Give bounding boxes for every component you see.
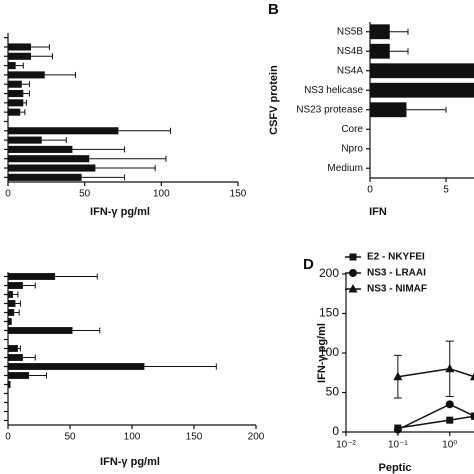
marker [445,400,454,409]
marker [349,253,357,261]
bar [8,363,145,370]
x-tick-label: 10⁻² [336,440,356,451]
x-tick-label: 10⁻¹ [388,440,408,451]
panel-title: D [303,256,314,273]
x-tick-label: 10⁰ [442,440,457,451]
x-tick-label: 0 [367,185,373,196]
y-tick-label: 200 [319,266,339,280]
bar [8,282,23,289]
series-line [397,368,474,378]
y-tick-label: NS23 protease [296,104,363,115]
x-tick-label: 5 [443,185,449,196]
bar [8,136,42,144]
x-tick-label: 0 [5,432,11,443]
marker [348,284,358,293]
x-tick-label: 150 [186,432,203,443]
y-axis-label: IFN-γ pg/ml [316,323,328,383]
bar [8,318,12,325]
bar [8,108,21,116]
bar [8,327,73,334]
bar [8,71,45,79]
marker [445,363,455,373]
bar [8,62,16,70]
y-tick-label: 0 [332,424,339,438]
bar [8,164,96,172]
x-axis-label: Peptic [378,462,411,474]
x-axis-label: IFN-γ pg/ml [100,456,160,468]
bar [370,24,390,40]
x-axis-label: IFN [369,206,387,218]
bar [8,372,30,379]
legend-label: E2 - NKYFEI [367,252,425,263]
bar [8,145,73,153]
y-tick-label: NS3 helicase [304,85,363,96]
x-tick-label: 100 [153,189,170,200]
y-tick-label: 50 [326,385,340,399]
y-tick-label: 150 [319,306,339,320]
x-tick-label: 200 [248,432,265,443]
bar [370,43,390,59]
panel-title: B [268,1,279,18]
bar [8,80,22,88]
marker [393,425,402,434]
bar [8,43,31,51]
legend-label: NS3 - NIMAF [367,284,427,295]
series-line [397,415,474,429]
bar [8,99,24,107]
y-tick-label: NS4B [337,46,363,57]
legend-label: NS3 - LRAAI [367,268,426,279]
marker [470,412,474,421]
y-tick-label: NS4A [337,65,363,76]
y-tick-label: Npro [341,143,363,154]
marker [393,371,403,381]
y-tick-label: NS5B [337,26,363,37]
x-tick-label: 0 [5,189,11,200]
marker [349,269,357,277]
y-tick-label: 100 [319,345,339,359]
bar [8,354,23,361]
bar [370,63,474,79]
bar [8,345,18,352]
bar [370,82,474,98]
x-tick-label: 50 [79,189,91,200]
x-tick-label: 100 [124,432,141,443]
x-tick-label: 50 [64,432,76,443]
bar [8,173,82,181]
bar [8,300,16,307]
bar [8,291,13,298]
bar [8,273,56,280]
bar [8,89,24,98]
bar [370,102,407,118]
bar [8,52,31,60]
bar [8,381,11,388]
y-tick-label: Core [341,124,363,135]
x-axis-label: IFN-γ pg/ml [90,206,150,218]
x-tick-label: 150 [230,189,247,200]
bar [8,127,119,135]
y-tick-label: Medium [327,163,363,174]
marker [446,416,454,424]
y-axis-label: CSFV protein [268,65,280,135]
bar [8,155,90,163]
marker [469,372,474,381]
bar [8,309,15,316]
